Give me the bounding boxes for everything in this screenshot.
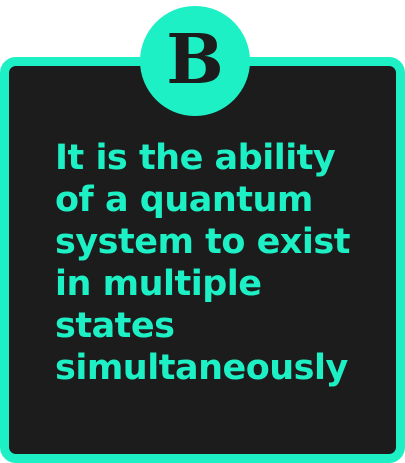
answer-line: in multiple (55, 264, 262, 304)
answer-line: It is the ability (55, 138, 336, 178)
answer-line: states (55, 306, 175, 346)
option-badge: B (140, 6, 250, 116)
option-letter: B (166, 20, 224, 100)
answer-text: It is the ability of a quantum system to… (55, 137, 375, 389)
answer-line: of a quantum (55, 180, 313, 220)
answer-line: simultaneously (55, 348, 348, 388)
answer-line: system to exist (55, 222, 350, 262)
